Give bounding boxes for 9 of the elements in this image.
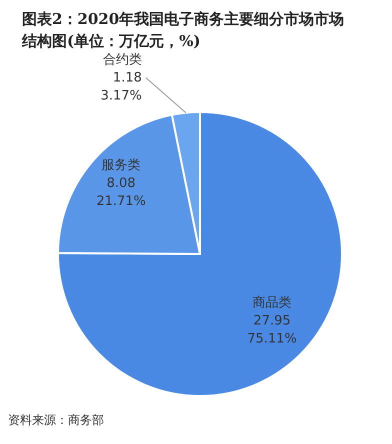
data-label: 1.18 3.17% — [100, 70, 142, 104]
data-label: 27.95 75.11% — [247, 314, 297, 347]
pie-slice — [57, 111, 343, 397]
slice-label: 合约类 — [102, 52, 142, 68]
slice-label: 商品类 — [252, 296, 292, 311]
slice-label: 服务类 — [102, 158, 141, 173]
text: 资料来源：商务部 — [8, 412, 104, 429]
data-label: 8.08 21.71% — [96, 176, 146, 209]
chart-title: 图表2：2020年我国电子商务主要细分市场市场结构图(单位：万亿元，%) — [22, 9, 346, 52]
